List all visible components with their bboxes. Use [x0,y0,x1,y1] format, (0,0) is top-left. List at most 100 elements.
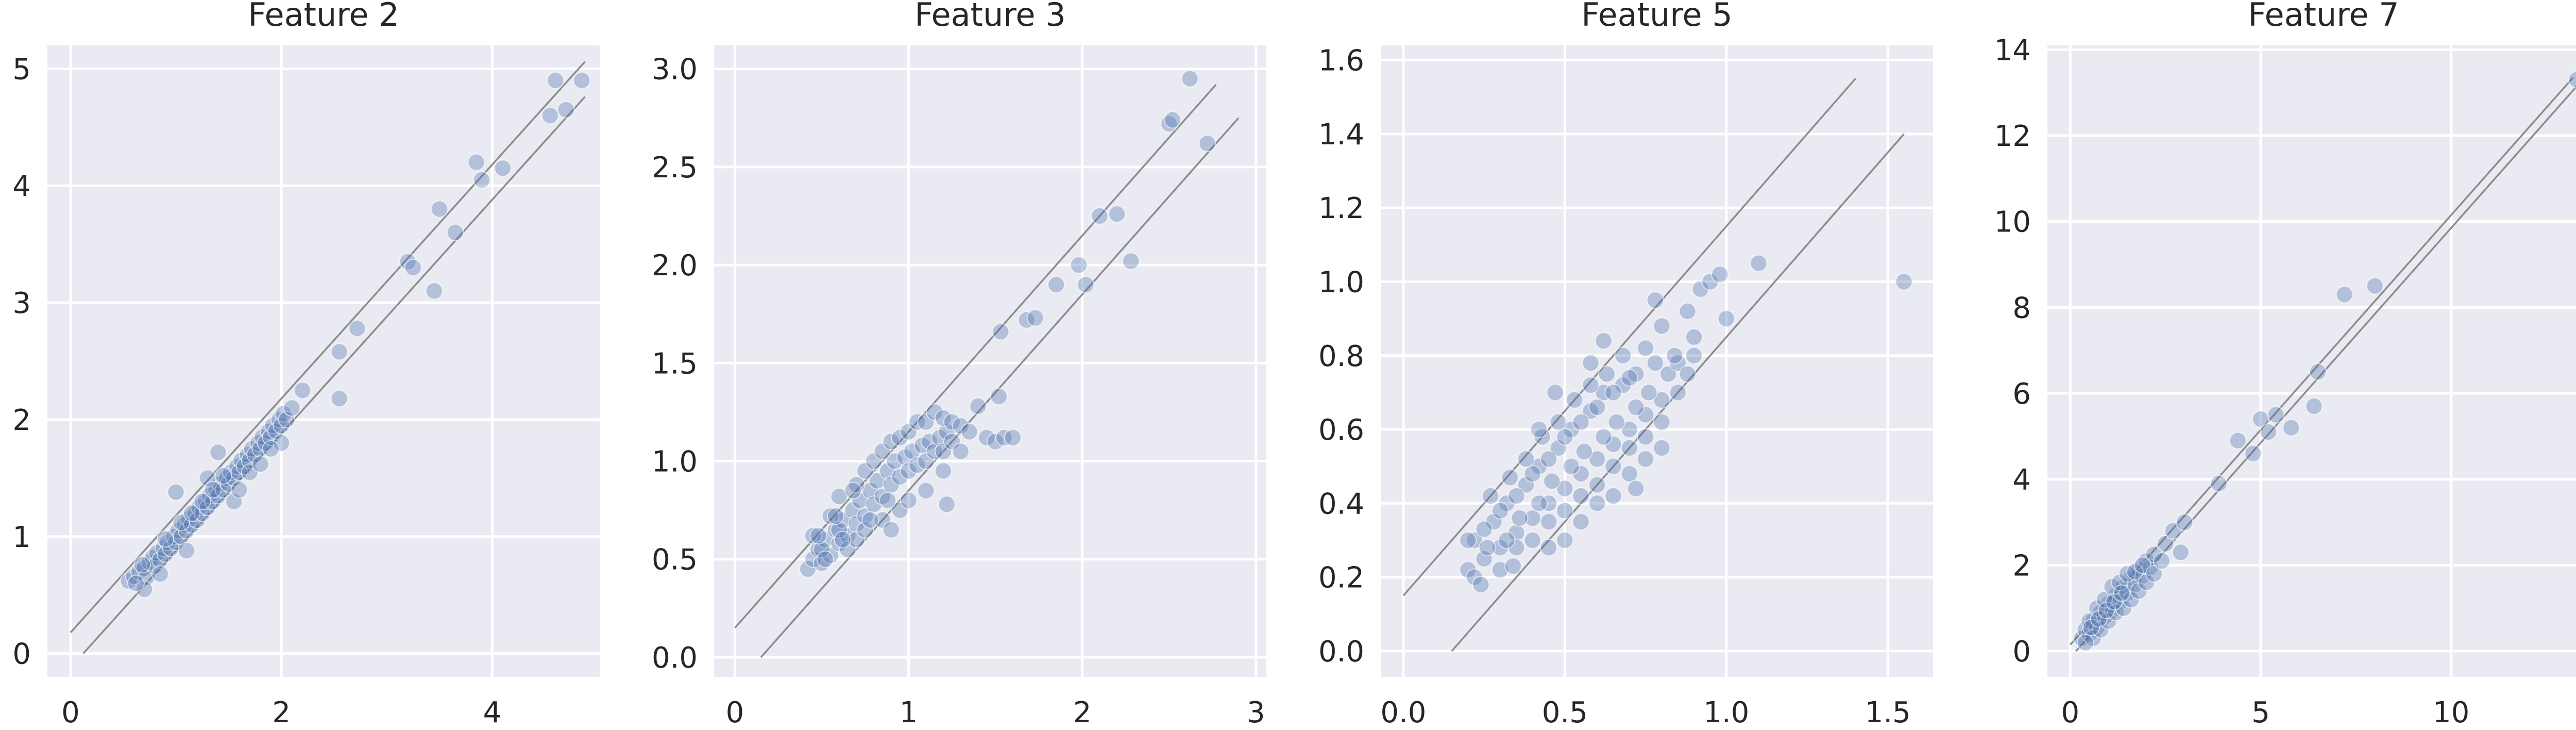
scatter-point [2145,565,2163,583]
y-tick-label: 0.0 [652,641,698,675]
x-tick-label: 1.0 [1703,696,1749,729]
scatter-point [960,423,978,441]
reference-line [1402,78,1856,596]
scatter-point [943,433,961,451]
scatter-point [1711,266,1729,284]
scatter-point [1562,457,1580,475]
y-tick-label: 2.0 [652,249,698,283]
scatter-point [178,542,196,559]
scatter-point [873,442,891,460]
scatter-point [1507,487,1526,505]
y-tick-label: 6 [2012,377,2031,411]
scatter-point [987,433,1005,451]
scatter-point [934,462,952,480]
scatter-point [856,521,874,539]
scatter-point [2076,634,2094,652]
y-tick-label: 0.0 [1318,635,1364,669]
scatter-point [1646,291,1664,309]
scatter-point [2259,423,2277,441]
scatter-point [1198,135,1216,153]
y-tick-label: 0.8 [1318,340,1364,373]
y-tick-label: 0.5 [652,543,698,577]
y-tick-label: 0 [12,638,31,671]
scatter-point [1895,273,1913,291]
scatter-point [1523,531,1541,549]
y-tick-label: 1.6 [1318,44,1364,78]
scatter-point [891,501,909,519]
scatter-point [494,159,512,177]
scatter-point [1556,502,1574,520]
reference-line [1451,133,1905,652]
scatter-point [1620,439,1638,457]
scatter-point [1556,428,1574,446]
scatter-point [938,495,956,513]
scatter-point [1750,254,1768,272]
scatter-point [908,456,926,474]
scatter-point [969,397,987,415]
scatter-point [1637,428,1655,446]
scatter-point [2113,584,2131,602]
scatter-point [1507,524,1526,542]
scatter-point [1627,479,1645,497]
scatter-point [1556,531,1574,549]
y-tick-label: 5 [12,53,31,86]
scatter-point [2568,71,2576,89]
scatter-point [882,521,900,539]
scatter-point [1653,439,1671,457]
scatter-point [1539,539,1557,557]
scatter-point [1070,256,1088,274]
scatter-point [446,223,464,241]
scatter-point [214,467,232,485]
scatter-point [830,521,848,539]
scatter-point [1108,205,1126,223]
scatter-point [133,556,151,574]
y-tick-label: 0 [2012,635,2031,669]
scatter-point [1485,513,1503,531]
scatter-point [141,553,159,571]
scatter-point [1566,391,1584,409]
scatter-point [1679,302,1697,320]
scatter-point [1539,450,1557,468]
y-tick-label: 1.0 [652,445,698,479]
scatter-point [1478,539,1496,557]
x-tick-label: 0 [2061,696,2080,729]
scatter-point [230,481,248,499]
reference-line [70,61,586,633]
scatter-point [1572,513,1590,531]
scatter-point [204,481,222,499]
scatter-point [262,440,280,458]
scatter-point [896,448,914,466]
scatter-point [1539,513,1557,531]
y-tick-label: 2.5 [652,151,698,185]
scatter-point [1582,354,1600,372]
scatter-point [934,442,952,460]
scatter-point [865,452,883,470]
y-tick-label: 0.6 [1318,413,1364,447]
scatter-point [1549,439,1567,457]
scatter-point [917,413,935,431]
scatter-point [1004,428,1022,446]
scatter-point [900,462,918,480]
reference-line [82,96,586,654]
scatter-point [809,527,827,545]
scatter-point [1026,309,1044,327]
plot-area [47,45,600,677]
scatter-point [1498,494,1516,512]
y-tick-label: 10 [1994,206,2031,239]
scatter-point [557,101,575,119]
scatter-point [472,171,490,189]
scatter-point [900,423,918,441]
scatter-point [225,492,243,510]
scatter-point [2366,277,2384,295]
subplot-1: 0 2 4 0 1 2 3 4 5 Feature 2 [12,0,600,729]
scatter-point [1543,472,1561,490]
y-tick-label: 4 [12,170,31,203]
scatter-point [826,507,844,525]
scatter-point [1604,487,1622,505]
subplot-title: Feature 3 [914,0,1065,34]
x-tick-label: 10 [2433,696,2469,729]
scatter-point [891,468,909,486]
y-tick-label: 8 [2012,291,2031,325]
scatter-point [952,442,970,460]
scatter-point [127,574,145,592]
